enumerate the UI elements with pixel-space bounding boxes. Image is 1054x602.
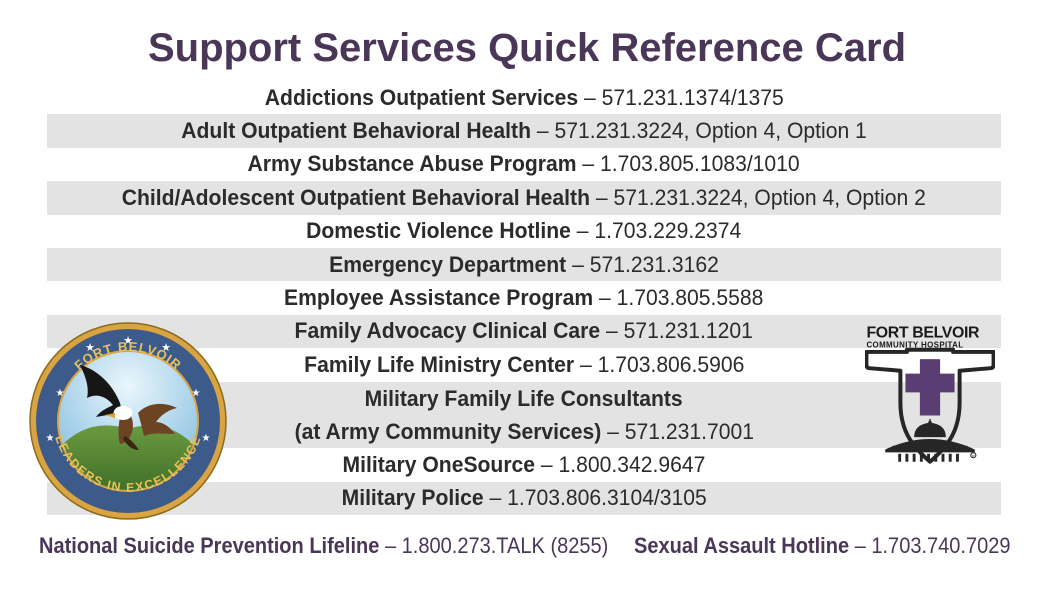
svg-text:FORT BELVOIR: FORT BELVOIR — [866, 325, 980, 342]
svg-text:★: ★ — [192, 388, 201, 399]
svg-text:★: ★ — [56, 388, 65, 399]
svg-text:R: R — [972, 454, 975, 458]
